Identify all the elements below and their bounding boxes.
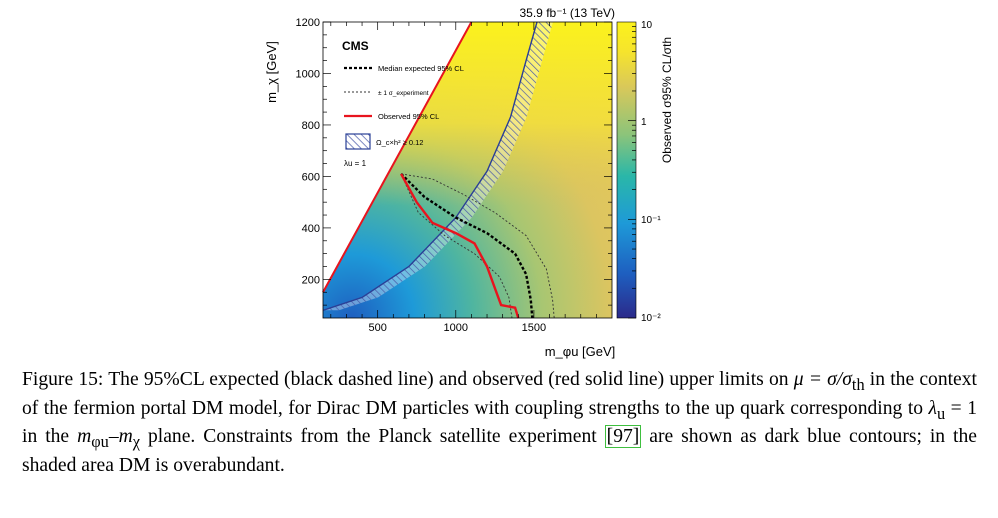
legend-observed-label: Observed 95% CL [378,112,439,121]
caption-suffix: are shown as dark blue contours; in the … [22,426,977,476]
y-tick-label-1000: 1000 [296,68,320,80]
colorbar: 10 1 10⁻¹ 10⁻² Observed σ95% CL/σth [616,20,674,324]
relic-density-band [323,22,553,311]
observed-limit-line [400,173,520,319]
y-tick-label-600: 600 [302,171,320,183]
caption-mu: μ = σ/σ [793,369,852,390]
colorbar-label: Observed σ95% CL/σth [660,37,674,163]
caption-lambda-val: = 1 in the [22,397,977,448]
y-tick-label-1200: 1200 [296,17,320,29]
y-tick-label-400: 400 [302,223,320,235]
colorbar-gradient [616,21,637,319]
legend-relic-swatch [345,133,371,150]
caption-plane-suffix: plane. Constraints from the Planck satel… [140,426,605,447]
header-lumi: 35.9 fb⁻¹ (13 TeV) [520,6,616,20]
legend-coupling-label: λu = 1 [344,159,367,168]
expected-plus-one-sigma-line [401,173,555,319]
colorbar-tick-10: 10 [641,20,653,31]
kinematic-diagonal [322,21,473,293]
x-axis-label: m_φu [GeV] [545,344,616,359]
caption-plane-dash: –m [108,426,133,447]
y-tick-label-800: 800 [302,120,320,132]
legend-relic-label: Ω_c×h² ≥ 0.12 [376,138,423,147]
y-axis-label: m_χ [GeV] [264,41,279,103]
legend-sigma-label: ± 1 σ_experiment [378,90,429,97]
expected-minus-one-sigma-line [400,173,513,319]
colorbar-tick-0.1: 10⁻¹ [641,215,661,226]
x-tick-label-1500: 1500 [522,322,546,334]
x-tick-label-500: 500 [368,322,386,334]
relic-density-contour [323,22,538,311]
caption-plane: m [77,426,92,447]
colorbar-tick-0.01: 10⁻² [641,313,661,324]
expected-limit-line [400,173,534,319]
caption-prefix: Figure 15: The 95%CL expected (black das… [22,369,794,390]
y-tick-label-200: 200 [302,274,320,286]
legend-expected-label: Median expected 95% CL [378,64,464,73]
plot-frame [322,21,613,319]
caption-mid: in the context of the fermion portal DM … [22,369,977,419]
caption-lambda-sub: u [937,403,946,423]
colorbar-tick-1: 1 [641,117,647,128]
experiment-label: CMS [342,39,369,53]
x-tick-label-1000: 1000 [444,322,468,334]
y-axis: 200 400 600 800 1000 1200 [296,17,612,306]
limit-plot: 35.9 fb⁻¹ (13 TeV) 500 1000 1500 200 400 600… [264,6,674,359]
caption-plane-sub2: χ [132,431,141,451]
figure-caption: Figure 15: The 95%CL expected (black das… [22,368,977,477]
x-axis: 500 1000 1500 [330,22,597,334]
citation-link[interactable]: [97] [604,425,642,448]
legend: Median expected 95% CL ± 1 σ_experiment … [344,64,464,168]
caption-lambda: λ [928,397,938,419]
caption-mu-sub: th [851,374,865,394]
plot-area [322,21,613,319]
caption-plane-sub: φu [91,431,109,451]
